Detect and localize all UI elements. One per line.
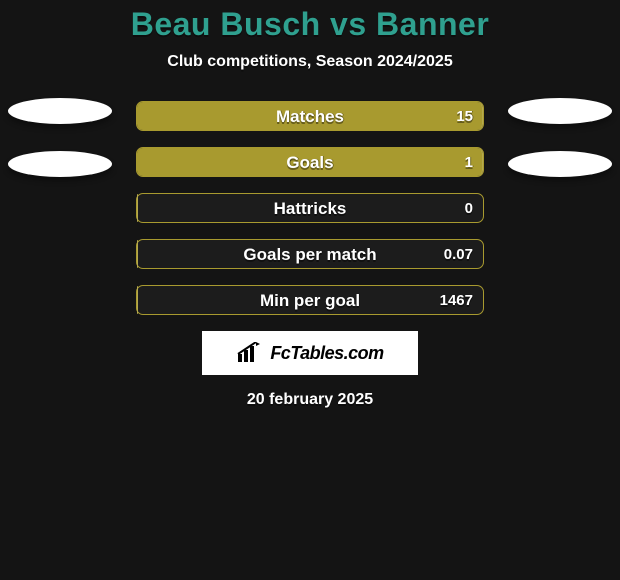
snapshot-date: 20 february 2025 (0, 391, 620, 409)
stat-bar-value: 1467 (440, 286, 473, 316)
stat-bar: Matches15 (136, 101, 484, 131)
stat-bar-label: Min per goal (137, 286, 483, 316)
stat-bar-label: Matches (137, 102, 483, 132)
right-avatar-placeholder-2 (508, 151, 612, 177)
stat-bar: Hattricks0 (136, 193, 484, 223)
left-avatar-placeholder-1 (8, 98, 112, 124)
source-logo-text: FcTables.com (270, 343, 383, 364)
stat-bars: Matches15 Goals1 Hattricks0 Goals per match… (136, 101, 484, 315)
stat-bar-label: Goals per match (137, 240, 483, 270)
stat-bar-value: 0 (465, 194, 473, 224)
stat-bar: Min per goal1467 (136, 285, 484, 315)
source-logo-badge: FcTables.com (202, 331, 418, 375)
stat-bar-value: 0.07 (444, 240, 473, 270)
left-avatar-placeholder-2 (8, 151, 112, 177)
stat-bar-value: 15 (456, 102, 473, 132)
stat-bar: Goals per match0.07 (136, 239, 484, 269)
page-title: Beau Busch vs Banner (0, 0, 620, 43)
stat-bar-value: 1 (465, 148, 473, 178)
stat-bar-label: Hattricks (137, 194, 483, 224)
fctables-chart-icon (236, 342, 264, 364)
stat-bar: Goals1 (136, 147, 484, 177)
stat-bar-label: Goals (137, 148, 483, 178)
comparison-arena: Matches15 Goals1 Hattricks0 Goals per match… (0, 101, 620, 409)
right-avatar-placeholder-1 (508, 98, 612, 124)
subtitle: Club competitions, Season 2024/2025 (0, 53, 620, 71)
